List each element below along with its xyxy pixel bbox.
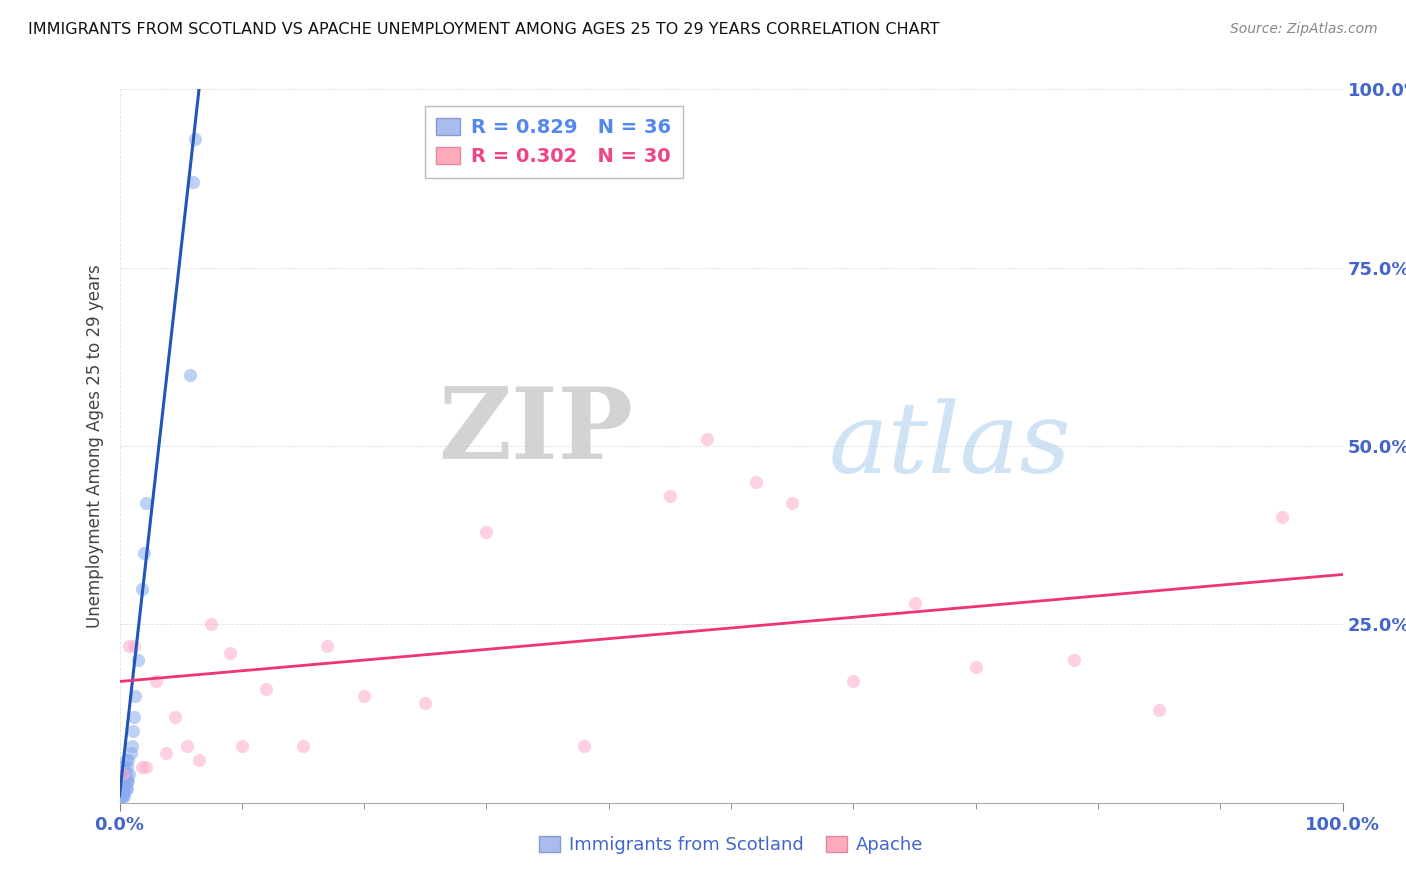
Point	[122, 710, 145, 724]
Point	[413, 696, 436, 710]
Point	[110, 789, 132, 803]
Point	[659, 489, 682, 503]
Point	[112, 767, 135, 781]
Point	[120, 746, 142, 760]
Point	[132, 546, 155, 560]
Point	[118, 639, 141, 653]
Point	[965, 660, 987, 674]
Point	[112, 789, 135, 803]
Point	[696, 432, 718, 446]
Point	[114, 774, 136, 789]
Point	[115, 774, 138, 789]
Point	[111, 774, 134, 789]
Point	[121, 739, 143, 753]
Point	[292, 739, 315, 753]
Point	[744, 475, 766, 489]
Point	[115, 760, 138, 774]
Point	[112, 767, 135, 781]
Point	[842, 674, 865, 689]
Point	[145, 674, 167, 689]
Point	[112, 781, 135, 796]
Point	[155, 746, 177, 760]
Text: Source: ZipAtlas.com: Source: ZipAtlas.com	[1230, 22, 1378, 37]
Point	[135, 760, 157, 774]
Point	[1149, 703, 1171, 717]
Point	[176, 739, 198, 753]
Point	[114, 753, 136, 767]
Point	[124, 689, 146, 703]
Point	[117, 774, 139, 789]
Point	[1063, 653, 1085, 667]
Legend: Immigrants from Scotland, Apache: Immigrants from Scotland, Apache	[531, 829, 931, 862]
Point	[115, 781, 138, 796]
Point	[218, 646, 240, 660]
Point	[316, 639, 339, 653]
Point	[782, 496, 804, 510]
Text: IMMIGRANTS FROM SCOTLAND VS APACHE UNEMPLOYMENT AMONG AGES 25 TO 29 YEARS CORREL: IMMIGRANTS FROM SCOTLAND VS APACHE UNEMP…	[28, 22, 939, 37]
Point	[475, 524, 498, 539]
Point	[112, 781, 135, 796]
Point	[179, 368, 201, 382]
Point	[122, 724, 145, 739]
Y-axis label: Unemployment Among Ages 25 to 29 years: Unemployment Among Ages 25 to 29 years	[86, 264, 104, 628]
Point	[117, 753, 139, 767]
Point	[254, 681, 277, 696]
Point	[1271, 510, 1294, 524]
Point	[135, 496, 157, 510]
Point	[112, 789, 135, 803]
Point	[111, 781, 134, 796]
Point	[200, 617, 222, 632]
Point	[114, 767, 136, 781]
Point	[112, 774, 135, 789]
Text: atlas: atlas	[830, 399, 1071, 493]
Point	[188, 753, 211, 767]
Point	[111, 789, 134, 803]
Point	[231, 739, 253, 753]
Point	[112, 774, 135, 789]
Point	[127, 653, 149, 667]
Point	[112, 767, 135, 781]
Point	[184, 132, 207, 146]
Point	[122, 639, 145, 653]
Point	[904, 596, 927, 610]
Point	[112, 760, 135, 774]
Point	[131, 760, 153, 774]
Point	[118, 767, 141, 781]
Point	[163, 710, 186, 724]
Point	[110, 781, 132, 796]
Point	[181, 175, 204, 189]
Point	[574, 739, 596, 753]
Point	[353, 689, 375, 703]
Text: ZIP: ZIP	[439, 384, 633, 480]
Point	[114, 781, 136, 796]
Point	[131, 582, 153, 596]
